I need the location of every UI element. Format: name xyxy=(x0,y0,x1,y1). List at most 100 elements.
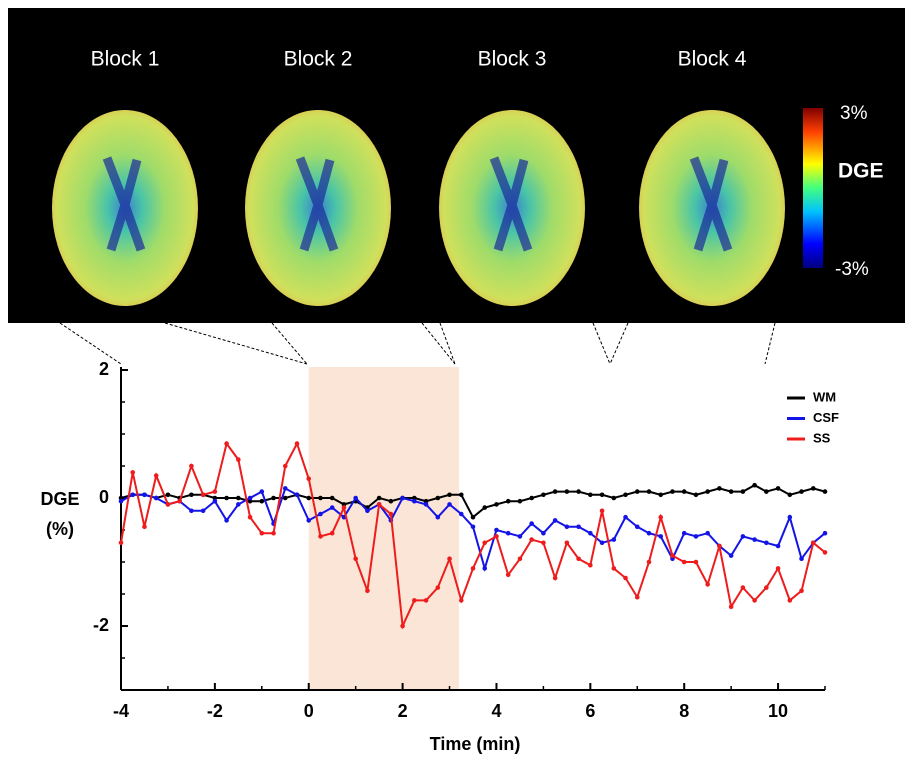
data-point xyxy=(318,496,323,501)
data-point xyxy=(189,464,194,469)
panel-label: Block 4 xyxy=(678,48,747,71)
data-point xyxy=(177,499,182,504)
data-point xyxy=(658,534,663,539)
data-point xyxy=(799,489,804,494)
data-point xyxy=(506,573,511,578)
data-point xyxy=(752,598,757,603)
data-point xyxy=(482,505,487,510)
data-point xyxy=(541,531,546,536)
data-point xyxy=(823,550,828,555)
x-tick-label: -2 xyxy=(207,701,223,721)
y-tick-label: 0 xyxy=(99,487,109,507)
data-point xyxy=(612,537,617,542)
series-line xyxy=(121,444,825,626)
data-point xyxy=(154,496,159,501)
data-point xyxy=(576,557,581,562)
data-point xyxy=(600,541,605,546)
data-point xyxy=(635,489,640,494)
legend-label: SS xyxy=(813,430,831,445)
data-point xyxy=(130,493,135,498)
data-point xyxy=(389,512,394,517)
data-point xyxy=(705,489,710,494)
data-point xyxy=(201,493,206,498)
y-axis-label: (%) xyxy=(46,519,74,539)
x-axis-label: Time (min) xyxy=(430,734,521,754)
data-point xyxy=(459,512,464,517)
data-point xyxy=(342,505,347,510)
data-point xyxy=(248,515,253,520)
data-point xyxy=(776,566,781,571)
data-point xyxy=(494,528,499,533)
connectors xyxy=(60,323,775,364)
data-point xyxy=(553,576,558,581)
colorbar xyxy=(803,108,823,268)
data-point xyxy=(541,493,546,498)
data-point xyxy=(741,534,746,539)
data-point xyxy=(588,563,593,568)
data-point xyxy=(494,534,499,539)
data-point xyxy=(506,531,511,536)
data-point xyxy=(623,493,628,498)
data-point xyxy=(529,496,534,501)
data-point xyxy=(306,518,311,523)
data-point xyxy=(412,499,417,504)
data-point xyxy=(694,560,699,565)
data-point xyxy=(330,505,335,510)
data-point xyxy=(236,496,241,501)
data-point xyxy=(612,566,617,571)
data-point xyxy=(295,493,300,498)
data-point xyxy=(166,493,171,498)
data-point xyxy=(729,553,734,558)
data-point xyxy=(471,566,476,571)
data-point xyxy=(236,457,241,462)
data-point xyxy=(823,531,828,536)
data-point xyxy=(306,496,311,501)
data-point xyxy=(166,502,171,507)
data-point xyxy=(764,489,769,494)
data-point xyxy=(729,489,734,494)
data-point xyxy=(447,502,452,507)
data-point xyxy=(330,496,335,501)
data-point xyxy=(400,496,405,501)
data-point xyxy=(330,531,335,536)
x-tick-label: 4 xyxy=(491,701,501,721)
data-point xyxy=(283,486,288,491)
data-point xyxy=(201,509,206,514)
y-axis-label: DGE xyxy=(40,489,79,509)
data-point xyxy=(682,560,687,565)
data-point xyxy=(705,582,710,587)
colorbar-max: 3% xyxy=(840,103,868,124)
data-point xyxy=(764,585,769,590)
data-point xyxy=(436,585,441,590)
data-point xyxy=(248,496,253,501)
legend-label: WM xyxy=(813,389,836,404)
data-point xyxy=(647,531,652,536)
y-tick-label: 2 xyxy=(99,359,109,379)
legend-label: CSF xyxy=(813,410,839,425)
x-tick-label: 8 xyxy=(679,701,689,721)
data-point xyxy=(518,557,523,562)
data-point xyxy=(694,493,699,498)
data-point xyxy=(389,499,394,504)
data-point xyxy=(224,441,229,446)
data-point xyxy=(224,518,229,523)
data-point xyxy=(447,493,452,498)
data-point xyxy=(682,489,687,494)
data-point xyxy=(565,541,570,546)
data-point xyxy=(588,493,593,498)
data-point xyxy=(612,496,617,501)
data-point xyxy=(799,557,804,562)
data-point xyxy=(318,512,323,517)
data-point xyxy=(471,515,476,520)
data-point xyxy=(823,489,828,494)
x-tick-label: 0 xyxy=(304,701,314,721)
data-point xyxy=(729,605,734,610)
data-point xyxy=(142,525,147,530)
data-point xyxy=(412,598,417,603)
data-point xyxy=(271,496,276,501)
data-point xyxy=(482,541,487,546)
data-point xyxy=(576,525,581,530)
data-point xyxy=(764,541,769,546)
data-point xyxy=(318,534,323,539)
data-point xyxy=(260,489,265,494)
